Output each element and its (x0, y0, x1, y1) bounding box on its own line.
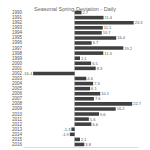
svg-text:2004: 2004 (12, 81, 22, 87)
svg-text:10.1: 10.1 (101, 91, 110, 96)
svg-text:2012: 2012 (12, 121, 22, 127)
svg-text:2009: 2009 (12, 106, 22, 112)
svg-text:2.1: 2.1 (81, 56, 87, 61)
svg-text:2013: 2013 (12, 126, 22, 132)
svg-text:10.7: 10.7 (103, 30, 112, 35)
svg-text:2016: 2016 (12, 142, 23, 147)
svg-text:1998: 1998 (12, 50, 22, 56)
svg-text:2010: 2010 (12, 111, 22, 117)
svg-text:2006: 2006 (12, 91, 22, 97)
svg-text:11.1: 11.1 (103, 25, 112, 31)
svg-text:Seasonal Spring Deviation - Da: Seasonal Spring Deviation - Daily (34, 6, 116, 12)
svg-text:7.6: 7.6 (95, 96, 101, 101)
svg-text:-1.3: -1.3 (63, 126, 71, 132)
svg-text:1991: 1991 (12, 15, 22, 21)
svg-text:2007: 2007 (12, 96, 22, 102)
svg-text:1990: 1990 (12, 10, 22, 15)
svg-text:8.3: 8.3 (97, 66, 103, 71)
svg-text:7.3: 7.3 (94, 81, 100, 87)
svg-text:2015: 2015 (12, 136, 22, 142)
svg-text:9.6: 9.6 (100, 112, 106, 117)
svg-text:4.6: 4.6 (87, 76, 93, 81)
svg-text:1992: 1992 (12, 20, 22, 26)
svg-text:3.8: 3.8 (85, 142, 91, 147)
svg-text:2008: 2008 (12, 101, 22, 107)
svg-text:11.4: 11.4 (105, 15, 113, 20)
svg-text:-16.4: -16.4 (23, 71, 33, 76)
svg-text:1996: 1996 (12, 40, 22, 46)
svg-text:16.4: 16.4 (117, 35, 126, 40)
svg-text:2000: 2000 (12, 60, 22, 66)
svg-text:2005: 2005 (12, 86, 22, 92)
svg-text:2001: 2001 (12, 65, 22, 71)
svg-text:6.1: 6.1 (91, 86, 97, 91)
svg-text:1999: 1999 (12, 55, 22, 61)
svg-text:16.2: 16.2 (117, 106, 126, 111)
svg-text:22.7: 22.7 (133, 101, 142, 106)
svg-text:23.3: 23.3 (135, 20, 144, 25)
svg-text:1997: 1997 (12, 45, 22, 51)
svg-text:6.5: 6.5 (92, 60, 98, 66)
svg-text:1994: 1994 (12, 30, 22, 36)
svg-text:2.7: 2.7 (82, 10, 89, 15)
svg-text:19.2: 19.2 (124, 46, 133, 51)
svg-text:6.6: 6.6 (92, 122, 98, 127)
svg-text:2.1: 2.1 (81, 136, 87, 142)
svg-text:6.7: 6.7 (93, 40, 99, 45)
svg-text:1993: 1993 (12, 25, 22, 31)
svg-text:2011: 2011 (12, 116, 22, 122)
svg-text:-1.9: -1.9 (62, 132, 70, 137)
svg-text:2002: 2002 (12, 70, 22, 76)
svg-text:11.3: 11.3 (104, 51, 112, 56)
svg-text:1995: 1995 (12, 35, 22, 41)
svg-text:2014: 2014 (12, 131, 22, 137)
svg-text:2003: 2003 (12, 76, 22, 81)
svg-text:5.6: 5.6 (89, 116, 96, 122)
